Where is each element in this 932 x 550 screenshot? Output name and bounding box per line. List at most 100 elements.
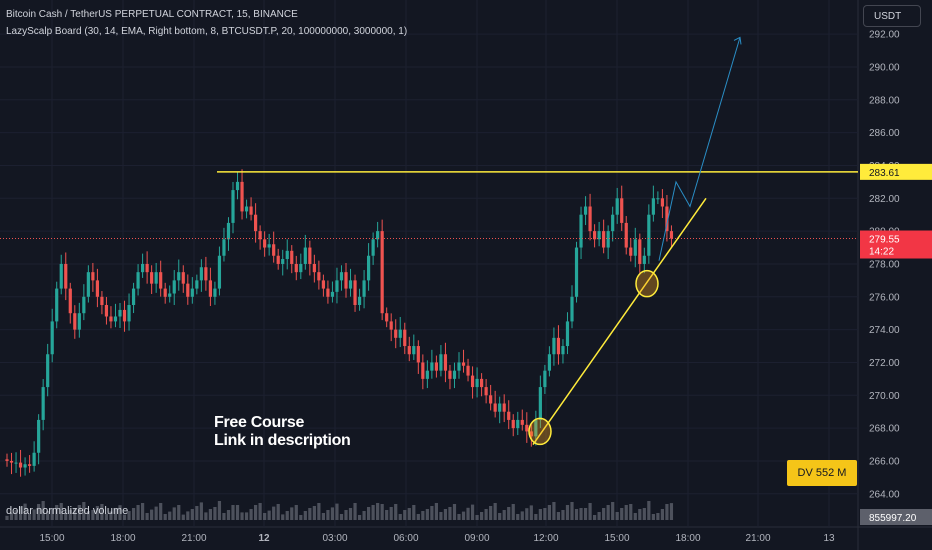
candle-body bbox=[647, 214, 651, 256]
volume-bar bbox=[276, 504, 280, 520]
candle-body bbox=[475, 378, 479, 388]
candle-body bbox=[23, 464, 27, 468]
volume-bar bbox=[579, 508, 583, 520]
candle-body bbox=[308, 247, 312, 264]
volume-bar bbox=[303, 511, 307, 520]
candle-body bbox=[498, 403, 502, 412]
candle-body bbox=[452, 370, 457, 379]
promo-annotation: Free Course Link in description bbox=[214, 414, 351, 450]
candle-body bbox=[77, 313, 81, 330]
volume-bar bbox=[647, 501, 651, 520]
candle-body bbox=[470, 375, 475, 388]
candle-body bbox=[430, 362, 434, 371]
candle-body bbox=[448, 370, 452, 379]
volume-bar bbox=[461, 511, 466, 520]
candle-body bbox=[516, 419, 520, 429]
volume-bar bbox=[489, 506, 493, 520]
indicator-title[interactable]: LazyScalp Board (30, 14, EMA, Right bott… bbox=[6, 26, 408, 37]
volume-bar bbox=[222, 513, 226, 520]
chart-overlays bbox=[0, 36, 858, 446]
volume-bar bbox=[629, 504, 633, 520]
candle-body bbox=[656, 198, 660, 200]
volume-bar bbox=[109, 511, 113, 520]
last-price-tag bbox=[860, 230, 932, 259]
volume-bar bbox=[642, 508, 646, 520]
volume-bar bbox=[583, 508, 588, 520]
volume-bar bbox=[543, 508, 547, 520]
volume-bar bbox=[367, 507, 371, 520]
volume-bar bbox=[561, 510, 565, 520]
volume-bar bbox=[208, 509, 212, 520]
volume-bar bbox=[611, 502, 615, 520]
candle-body bbox=[579, 214, 583, 248]
volume-bar bbox=[430, 506, 434, 520]
volume-bar bbox=[244, 512, 249, 520]
volume-bar bbox=[448, 507, 452, 520]
candle-body bbox=[335, 280, 339, 292]
volume-bar bbox=[516, 514, 520, 520]
price-tick-label: 286.00 bbox=[869, 128, 900, 139]
price-tick-label: 290.00 bbox=[869, 62, 900, 73]
candle-body bbox=[5, 459, 9, 461]
volume-bar bbox=[281, 514, 285, 520]
price-tick-label: 272.00 bbox=[869, 358, 900, 369]
candle-body bbox=[561, 346, 565, 355]
price-tick-label: 288.00 bbox=[869, 95, 900, 106]
time-tick-label: 12 bbox=[258, 533, 270, 544]
candle-body bbox=[226, 222, 231, 240]
candle-body bbox=[290, 250, 294, 264]
price-tick-label: 274.00 bbox=[869, 325, 900, 336]
candle-body bbox=[154, 272, 158, 284]
candle-body bbox=[199, 267, 203, 281]
volume-bar bbox=[263, 513, 267, 520]
candle-body bbox=[141, 263, 145, 273]
time-axis[interactable]: 15:00 18:00 21:00 12 03:00 06:00 09:00 12:00 15:… bbox=[39, 533, 835, 544]
volume-bar bbox=[416, 514, 420, 520]
candle-body bbox=[281, 259, 285, 264]
candle-body bbox=[100, 296, 104, 305]
candle-body bbox=[254, 214, 258, 232]
volume-bar bbox=[231, 505, 235, 520]
currency-button[interactable]: USDT bbox=[863, 5, 921, 27]
candle-body bbox=[122, 309, 127, 322]
last-price-label: 279.55 bbox=[869, 235, 900, 246]
volume-bar bbox=[348, 508, 353, 520]
candle-body bbox=[629, 247, 633, 256]
symbol-title[interactable]: Bitcoin Cash / TetherUS PERPETUAL CONTRA… bbox=[6, 9, 298, 20]
candle-body bbox=[651, 198, 655, 215]
volume-bar bbox=[538, 509, 542, 520]
candle-body bbox=[113, 316, 118, 322]
candle-body bbox=[294, 263, 298, 273]
volume-bar bbox=[113, 508, 118, 520]
volume-bar bbox=[620, 508, 624, 520]
candle-body bbox=[416, 346, 420, 363]
candle-body bbox=[73, 313, 77, 330]
volume-bar bbox=[86, 511, 90, 520]
volume-bar bbox=[195, 506, 199, 520]
candle-body bbox=[538, 387, 542, 420]
volume-bar bbox=[254, 505, 258, 520]
candle-body bbox=[593, 231, 597, 240]
candle-body bbox=[172, 280, 176, 294]
price-axis[interactable]: 264.00 266.00 268.00 270.00 272.00 274.00 276.… bbox=[869, 30, 900, 501]
volume-bar bbox=[41, 501, 45, 520]
candle-body bbox=[317, 272, 321, 281]
candle-body bbox=[208, 280, 212, 297]
volume-bar bbox=[493, 503, 497, 520]
candle-body bbox=[231, 190, 235, 223]
candle-body bbox=[86, 272, 90, 297]
candle-body bbox=[376, 231, 380, 240]
candle-body bbox=[272, 244, 276, 256]
candle-body bbox=[394, 329, 398, 338]
candle-body bbox=[367, 255, 371, 281]
candle-body bbox=[480, 378, 484, 388]
volume-bar bbox=[95, 506, 99, 520]
candle-body bbox=[520, 419, 524, 425]
candle-body bbox=[303, 247, 307, 264]
candle-body bbox=[240, 181, 244, 212]
price-tick-label: 264.00 bbox=[869, 489, 900, 500]
candle-body bbox=[507, 411, 511, 420]
volume-bar bbox=[425, 509, 429, 520]
